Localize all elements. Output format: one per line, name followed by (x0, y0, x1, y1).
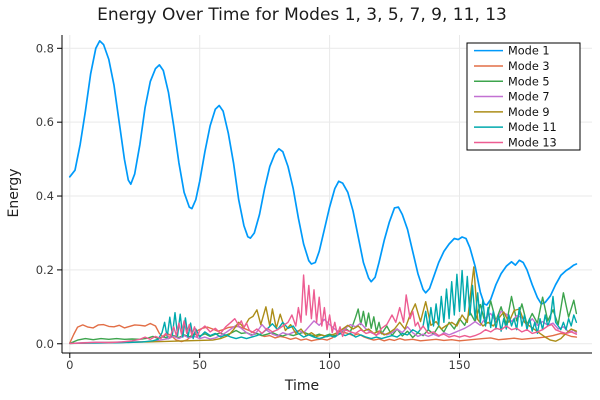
x-axis-label: Time (284, 378, 320, 394)
x-tick-label: 0 (66, 358, 73, 372)
legend-label: Mode 3 (508, 60, 550, 73)
legend-label: Mode 13 (508, 136, 557, 149)
legend-label: Mode 9 (508, 106, 550, 119)
y-tick-label: 0.6 (36, 115, 54, 129)
series-line-1 (68, 40, 578, 306)
legend-label: Mode 11 (508, 121, 557, 134)
chart-title: Energy Over Time for Modes 1, 3, 5, 7, 9… (97, 5, 507, 25)
legend-label: Mode 7 (508, 91, 550, 104)
legend-label: Mode 1 (508, 45, 550, 58)
series-line-5 (69, 266, 578, 345)
series-line-7 (69, 274, 578, 345)
x-tick-label: 50 (192, 358, 207, 372)
x-tick-label: 150 (449, 358, 471, 372)
y-tick-label: 0.2 (36, 263, 54, 277)
series-line-6 (69, 269, 578, 345)
x-tick-label: 100 (319, 358, 341, 372)
y-tick-label: 0.4 (36, 189, 54, 203)
series-line-2 (69, 322, 578, 344)
legend-label: Mode 5 (508, 75, 550, 88)
y-tick-label: 0.0 (36, 337, 54, 351)
y-tick-label: 0.8 (36, 41, 54, 55)
